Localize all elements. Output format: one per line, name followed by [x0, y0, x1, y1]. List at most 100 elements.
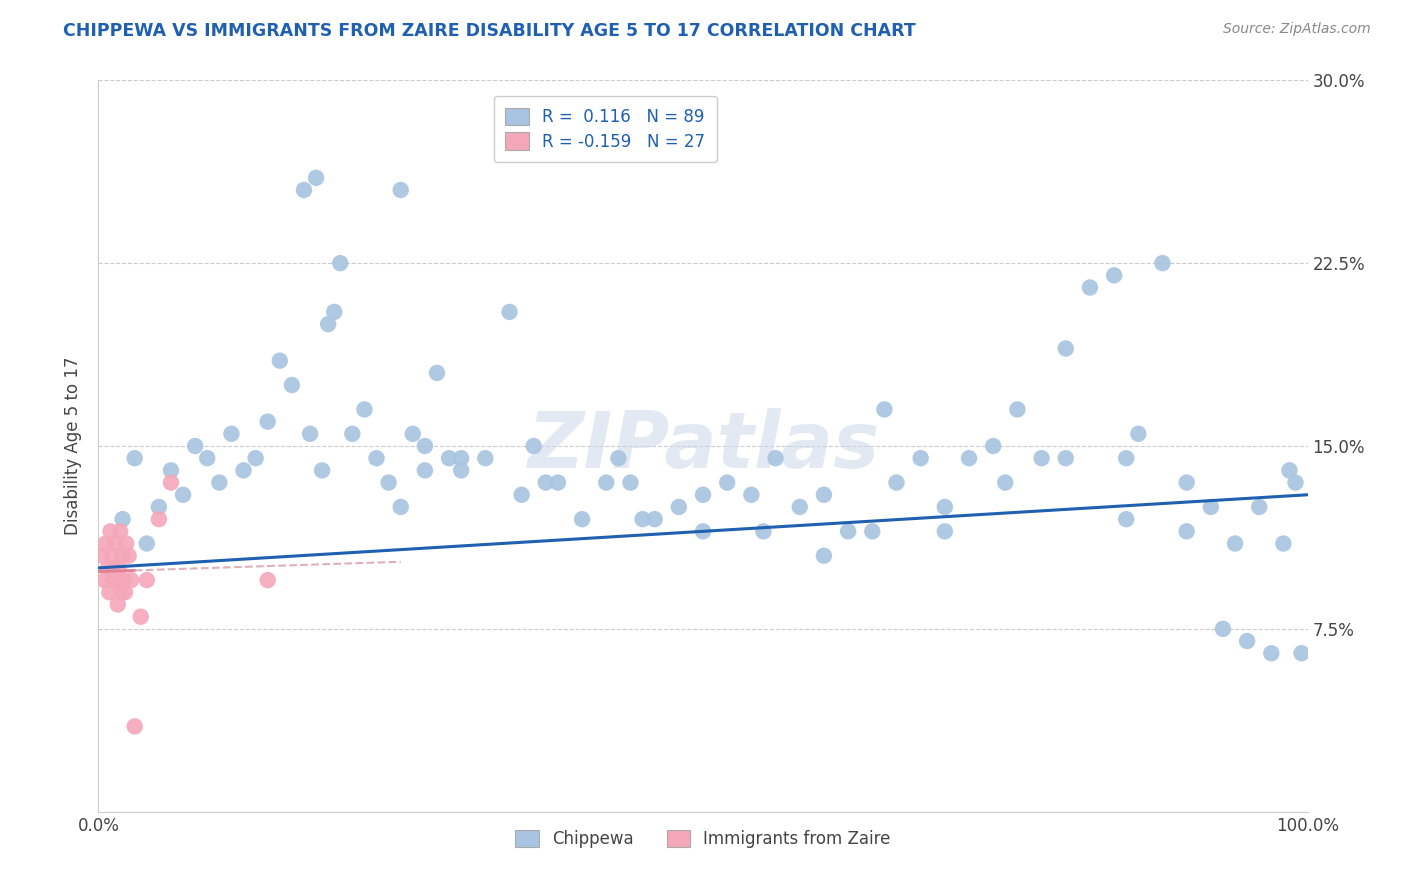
Point	[644, 512, 666, 526]
Point	[1212, 622, 1234, 636]
Point	[813, 549, 835, 563]
Point	[789, 500, 811, 514]
Point	[765, 451, 787, 466]
Point	[342, 426, 364, 441]
Point	[474, 451, 496, 466]
Point	[1175, 524, 1198, 539]
Point	[413, 463, 436, 477]
Point	[104, 536, 127, 550]
Point	[668, 500, 690, 514]
Point	[813, 488, 835, 502]
Point	[534, 475, 557, 490]
Point	[1249, 500, 1271, 514]
Point	[98, 585, 121, 599]
Point	[111, 512, 134, 526]
Point	[100, 524, 122, 539]
Legend: Chippewa, Immigrants from Zaire: Chippewa, Immigrants from Zaire	[509, 823, 897, 855]
Point	[108, 524, 131, 539]
Point	[1115, 451, 1137, 466]
Text: CHIPPEWA VS IMMIGRANTS FROM ZAIRE DISABILITY AGE 5 TO 17 CORRELATION CHART: CHIPPEWA VS IMMIGRANTS FROM ZAIRE DISABI…	[63, 22, 917, 40]
Point	[208, 475, 231, 490]
Point	[124, 451, 146, 466]
Point	[692, 524, 714, 539]
Point	[256, 573, 278, 587]
Point	[595, 475, 617, 490]
Point	[124, 719, 146, 733]
Point	[571, 512, 593, 526]
Point	[120, 573, 142, 587]
Point	[1128, 426, 1150, 441]
Point	[292, 183, 315, 197]
Point	[114, 585, 136, 599]
Point	[934, 524, 956, 539]
Point	[221, 426, 243, 441]
Point	[148, 512, 170, 526]
Point	[1278, 463, 1301, 477]
Point	[1291, 646, 1313, 660]
Point	[94, 536, 117, 550]
Point	[1199, 500, 1222, 514]
Point	[873, 402, 896, 417]
Point	[232, 463, 254, 477]
Point	[994, 475, 1017, 490]
Point	[91, 549, 114, 563]
Point	[135, 536, 157, 550]
Point	[631, 512, 654, 526]
Point	[184, 439, 207, 453]
Point	[981, 439, 1004, 453]
Point	[299, 426, 322, 441]
Point	[195, 451, 218, 466]
Point	[112, 573, 135, 587]
Point	[402, 426, 425, 441]
Point	[934, 500, 956, 514]
Point	[160, 463, 183, 477]
Point	[281, 378, 304, 392]
Point	[716, 475, 738, 490]
Point	[107, 598, 129, 612]
Point	[740, 488, 762, 502]
Point	[607, 451, 630, 466]
Point	[129, 609, 152, 624]
Point	[305, 170, 328, 185]
Point	[1260, 646, 1282, 660]
Point	[101, 573, 124, 587]
Point	[1236, 634, 1258, 648]
Point	[269, 353, 291, 368]
Point	[105, 573, 128, 587]
Point	[752, 524, 775, 539]
Point	[450, 463, 472, 477]
Point	[1054, 451, 1077, 466]
Y-axis label: Disability Age 5 to 17: Disability Age 5 to 17	[65, 357, 83, 535]
Point	[450, 451, 472, 466]
Point	[316, 317, 339, 331]
Point	[111, 549, 134, 563]
Point	[103, 561, 125, 575]
Point	[329, 256, 352, 270]
Point	[426, 366, 449, 380]
Point	[108, 561, 131, 575]
Point	[110, 585, 132, 599]
Point	[118, 549, 141, 563]
Point	[547, 475, 569, 490]
Point	[692, 488, 714, 502]
Point	[510, 488, 533, 502]
Point	[523, 439, 546, 453]
Point	[1102, 268, 1125, 283]
Point	[1284, 475, 1306, 490]
Point	[1007, 402, 1029, 417]
Point	[1054, 342, 1077, 356]
Point	[323, 305, 346, 319]
Point	[1272, 536, 1295, 550]
Point	[377, 475, 399, 490]
Point	[353, 402, 375, 417]
Text: Source: ZipAtlas.com: Source: ZipAtlas.com	[1223, 22, 1371, 37]
Point	[115, 536, 138, 550]
Point	[860, 524, 883, 539]
Point	[1031, 451, 1053, 466]
Point	[389, 500, 412, 514]
Point	[437, 451, 460, 466]
Point	[1078, 280, 1101, 294]
Point	[311, 463, 333, 477]
Point	[366, 451, 388, 466]
Point	[93, 573, 115, 587]
